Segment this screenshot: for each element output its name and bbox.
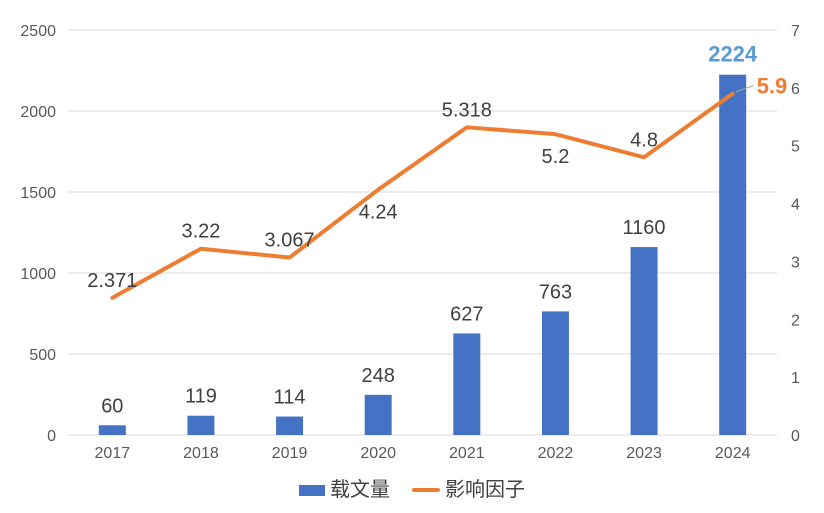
x-axis-category-label: 2020 [360, 445, 396, 462]
bar-data-label: 119 [185, 386, 217, 408]
line-data-label: 2.371 [87, 270, 137, 292]
gridlines [68, 29, 777, 436]
line-series [110, 91, 735, 300]
x-axis-category-label: 2022 [538, 445, 574, 462]
bar-data-label: 2224 [708, 42, 758, 67]
right-axis-tick-label: 4 [791, 197, 800, 214]
x-axis-category-label: 2023 [626, 445, 662, 462]
right-axis-labels: 0 1 2 3 4 5 6 7 [791, 23, 800, 445]
bar-series [98, 74, 747, 435]
bar-data-label: 763 [539, 281, 572, 303]
x-axis-category-label: 2017 [95, 445, 131, 462]
line-data-label: 4.8 [630, 129, 658, 151]
legend-item-line-series: 影响因子 [412, 480, 525, 500]
bar [276, 416, 304, 435]
bar-series-swatch-icon [299, 484, 325, 496]
x-axis-category-label: 2019 [272, 445, 308, 462]
bar-data-label: 114 [274, 387, 306, 409]
line-data-label: 3.22 [181, 221, 220, 243]
bar [719, 74, 747, 435]
line-series-swatch-icon [412, 488, 440, 492]
line-data-label: 5.9 [757, 74, 788, 99]
x-axis-labels: 2017 2018 2019 2020 2021 2022 2023 2024 [95, 445, 751, 462]
x-axis-category-label: 2018 [183, 445, 219, 462]
right-axis-tick-label: 0 [791, 428, 800, 445]
bar-data-label: 60 [101, 395, 123, 417]
x-axis-category-label: 2021 [449, 445, 485, 462]
line-series-legend-label: 影响因子 [445, 479, 525, 501]
right-axis-tick-label: 3 [791, 254, 800, 271]
chart-legend: 载文量 影响因子 [0, 470, 824, 510]
left-axis-tick-label: 500 [29, 347, 56, 364]
bar-data-label: 1160 [623, 217, 666, 239]
line-data-label: 3.067 [265, 230, 315, 252]
combo-chart: 0 500 1000 1500 2000 2500 0 1 2 3 4 5 6 7 2017 2018 2019… [20, 23, 800, 462]
bar [98, 425, 126, 435]
left-axis-tick-label: 2000 [20, 104, 56, 121]
right-axis-tick-label: 7 [791, 23, 800, 40]
left-axis-tick-label: 1500 [20, 185, 56, 202]
bar-data-label: 248 [362, 365, 395, 387]
bar [453, 333, 481, 435]
line-data-labels: 2.371 3.22 3.067 4.24 5.318 5.2 4.8 5.9 [87, 74, 787, 292]
bar [187, 415, 215, 435]
bar [541, 311, 569, 435]
line-data-label: 5.318 [442, 99, 492, 121]
right-axis-tick-label: 5 [791, 139, 800, 156]
right-axis-tick-label: 2 [791, 312, 800, 329]
bar-series-legend-label: 载文量 [330, 479, 390, 501]
right-axis-tick-label: 1 [791, 370, 800, 387]
x-axis-category-label: 2024 [715, 445, 751, 462]
right-axis-tick-label: 6 [791, 81, 800, 98]
line-data-label: 4.24 [359, 202, 398, 224]
line-path [110, 91, 735, 300]
bar-data-label: 627 [450, 303, 483, 325]
bar-data-labels: 60 119 114 248 627 763 1160 2224 [101, 42, 758, 418]
left-axis-tick-label: 0 [47, 428, 56, 445]
left-axis-labels: 0 500 1000 1500 2000 2500 [20, 23, 56, 445]
label-leader-line [735, 85, 754, 93]
line-data-label: 5.2 [542, 146, 570, 168]
left-axis-tick-label: 2500 [20, 23, 56, 40]
bar [630, 247, 658, 435]
legend-item-bar-series: 载文量 [299, 480, 390, 500]
bar [364, 394, 392, 435]
left-axis-tick-label: 1000 [20, 266, 56, 283]
